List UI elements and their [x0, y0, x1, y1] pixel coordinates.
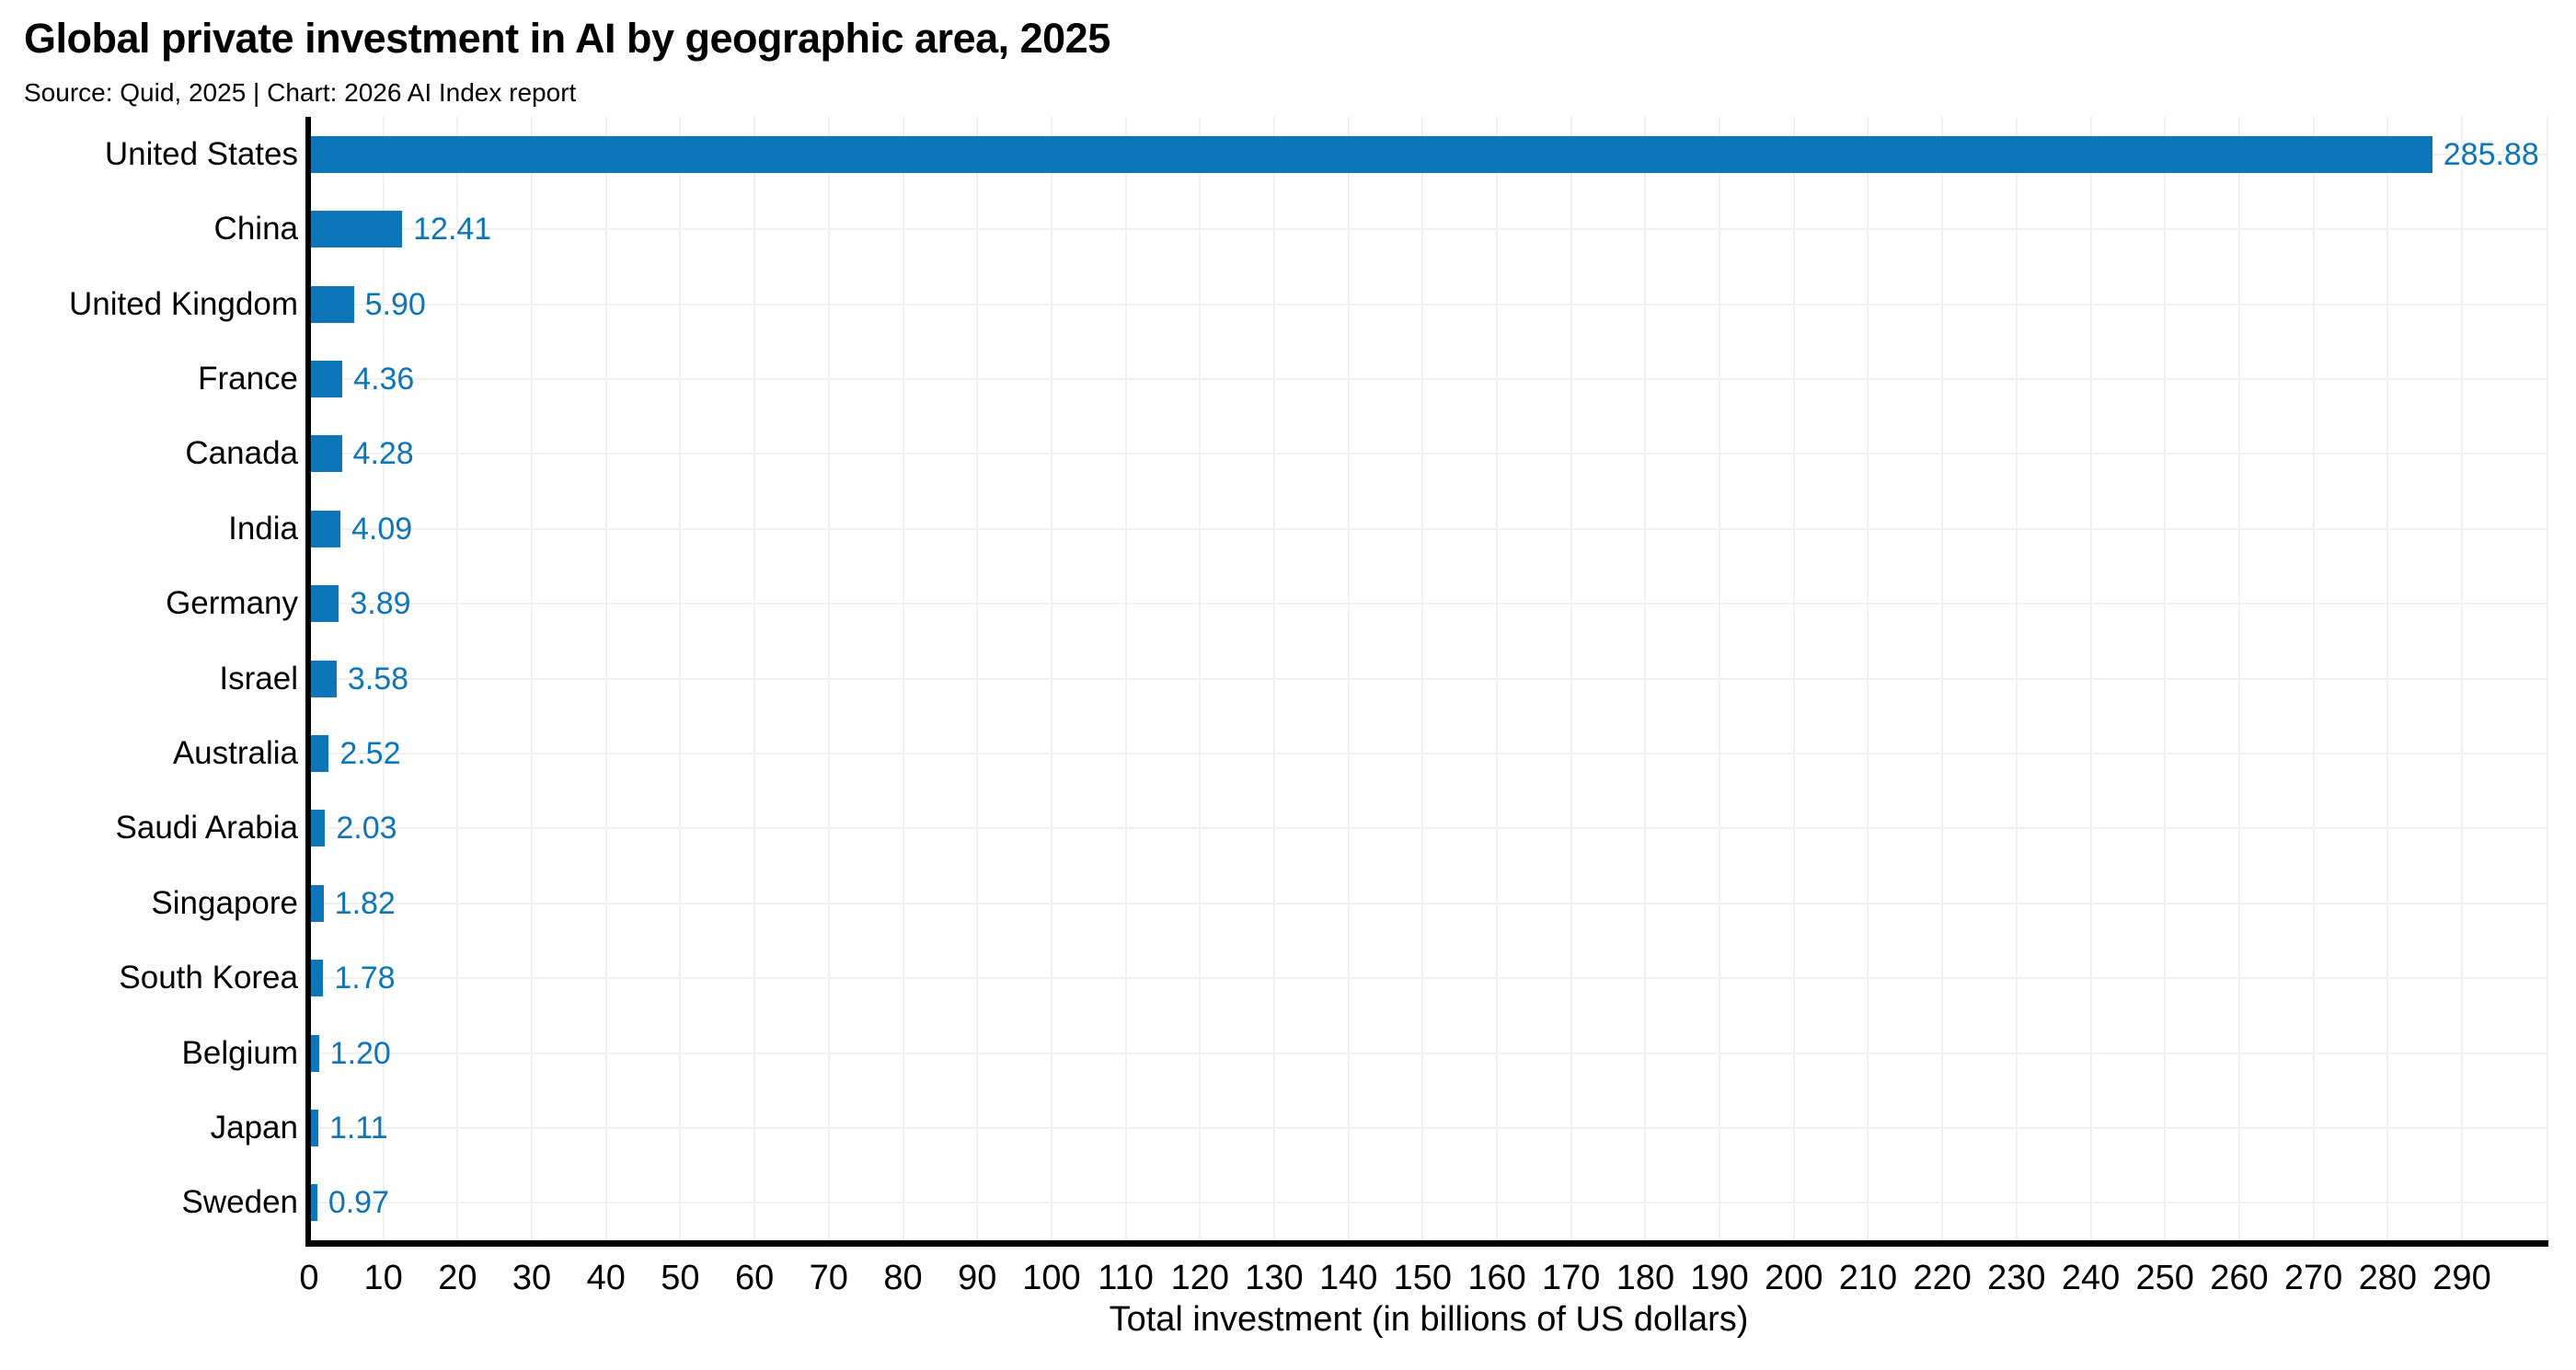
value-label: 4.28: [352, 436, 414, 472]
x-tick-label: 110: [1098, 1259, 1154, 1297]
bar: [310, 360, 343, 397]
x-tick-label: 40: [586, 1259, 626, 1297]
value-label: 4.36: [353, 361, 415, 397]
gridline-horizontal: [309, 603, 2548, 605]
gridline-horizontal: [309, 453, 2548, 455]
x-tick-label: 60: [734, 1259, 775, 1297]
x-tick-label: 200: [1765, 1259, 1823, 1297]
x-tick-label: 160: [1467, 1259, 1526, 1297]
category-label: France: [198, 360, 298, 397]
x-axis-title: Total investment (in billions of US doll…: [1109, 1300, 1749, 1339]
x-tick-label: 240: [2061, 1259, 2121, 1297]
x-tick-label: 210: [1838, 1259, 1898, 1297]
gridline-horizontal: [309, 527, 2548, 530]
value-label: 4.09: [351, 511, 413, 547]
gridline-horizontal: [309, 977, 2548, 980]
category-label: Saudi Arabia: [115, 810, 298, 846]
x-tick-label: 280: [2358, 1259, 2417, 1297]
x-tick-label: 290: [2432, 1259, 2491, 1297]
x-tick-label: 220: [1913, 1259, 1972, 1297]
chart-title: Global private investment in AI by geogr…: [24, 15, 1110, 62]
value-label: 2.52: [339, 735, 401, 771]
category-label: Israel: [219, 660, 298, 697]
gridline-horizontal: [309, 303, 2548, 305]
x-tick-label: 120: [1170, 1259, 1229, 1297]
category-label: South Korea: [119, 960, 298, 996]
x-tick-label: 50: [661, 1259, 700, 1297]
bar: [310, 660, 337, 697]
value-label: 285.88: [2443, 136, 2539, 172]
value-label: 0.97: [328, 1185, 389, 1221]
bar: [310, 435, 342, 473]
category-label: United Kingdom: [68, 285, 298, 322]
x-tick-label: 0: [299, 1259, 319, 1297]
bar: [310, 135, 2432, 173]
x-tick-label: 100: [1022, 1259, 1081, 1297]
bar: [310, 960, 324, 997]
category-label: Sweden: [181, 1184, 298, 1221]
gridline-horizontal: [309, 228, 2548, 231]
x-tick-label: 140: [1318, 1259, 1378, 1297]
category-label: Germany: [166, 585, 298, 622]
bar: [310, 810, 326, 847]
category-label: Canada: [185, 435, 298, 472]
gridline-horizontal: [309, 1052, 2548, 1054]
bar: [310, 1184, 317, 1222]
value-label: 1.82: [334, 885, 396, 921]
value-label: 5.90: [364, 286, 426, 322]
value-label: 3.89: [350, 586, 411, 622]
bar: [310, 1109, 318, 1146]
bar: [310, 1034, 319, 1072]
gridline-horizontal: [309, 377, 2548, 380]
category-label: Australia: [172, 734, 298, 771]
bar: [310, 884, 324, 922]
x-tick-label: 70: [809, 1259, 848, 1297]
category-label: Singapore: [151, 884, 298, 921]
bar: [310, 285, 354, 323]
x-tick-label: 150: [1393, 1259, 1453, 1297]
gridline-horizontal: [309, 1202, 2548, 1204]
bar: [310, 585, 339, 623]
bar: [310, 734, 329, 772]
x-tick-label: 30: [512, 1259, 552, 1297]
x-tick-label: 180: [1616, 1259, 1675, 1297]
y-axis-line: [305, 117, 311, 1247]
x-tick-label: 260: [2210, 1259, 2269, 1297]
value-label: 12.41: [413, 212, 492, 248]
x-tick-label: 10: [363, 1259, 403, 1297]
gridline-horizontal: [309, 827, 2548, 830]
category-label: Japan: [210, 1109, 298, 1146]
x-axis-line: [305, 1240, 2548, 1247]
x-tick-label: 80: [883, 1259, 923, 1297]
bar: [310, 211, 403, 248]
x-tick-label: 230: [1987, 1259, 2046, 1297]
x-tick-label: 90: [958, 1259, 997, 1297]
x-tick-label: 130: [1245, 1259, 1304, 1297]
value-label: 1.11: [328, 1110, 388, 1146]
gridline-horizontal: [309, 752, 2548, 754]
x-tick-label: 190: [1690, 1259, 1749, 1297]
value-label: 1.20: [329, 1035, 391, 1071]
x-tick-label: 270: [2283, 1259, 2343, 1297]
category-label: India: [228, 510, 298, 547]
value-label: 3.58: [347, 661, 409, 697]
x-tick-label: 20: [438, 1259, 477, 1297]
gridline-horizontal: [309, 902, 2548, 904]
category-label: United States: [104, 135, 298, 172]
chart-subtitle: Source: Quid, 2025 | Chart: 2026 AI Inde…: [24, 78, 577, 107]
gridline-horizontal: [309, 1126, 2548, 1129]
gridline-horizontal: [309, 677, 2548, 680]
value-label: 2.03: [336, 811, 397, 846]
bar: [310, 510, 340, 547]
category-label: Belgium: [181, 1034, 298, 1071]
value-label: 1.78: [334, 961, 396, 996]
x-tick-label: 170: [1542, 1259, 1601, 1297]
x-tick-label: 250: [2135, 1259, 2194, 1297]
category-label: China: [213, 211, 298, 248]
